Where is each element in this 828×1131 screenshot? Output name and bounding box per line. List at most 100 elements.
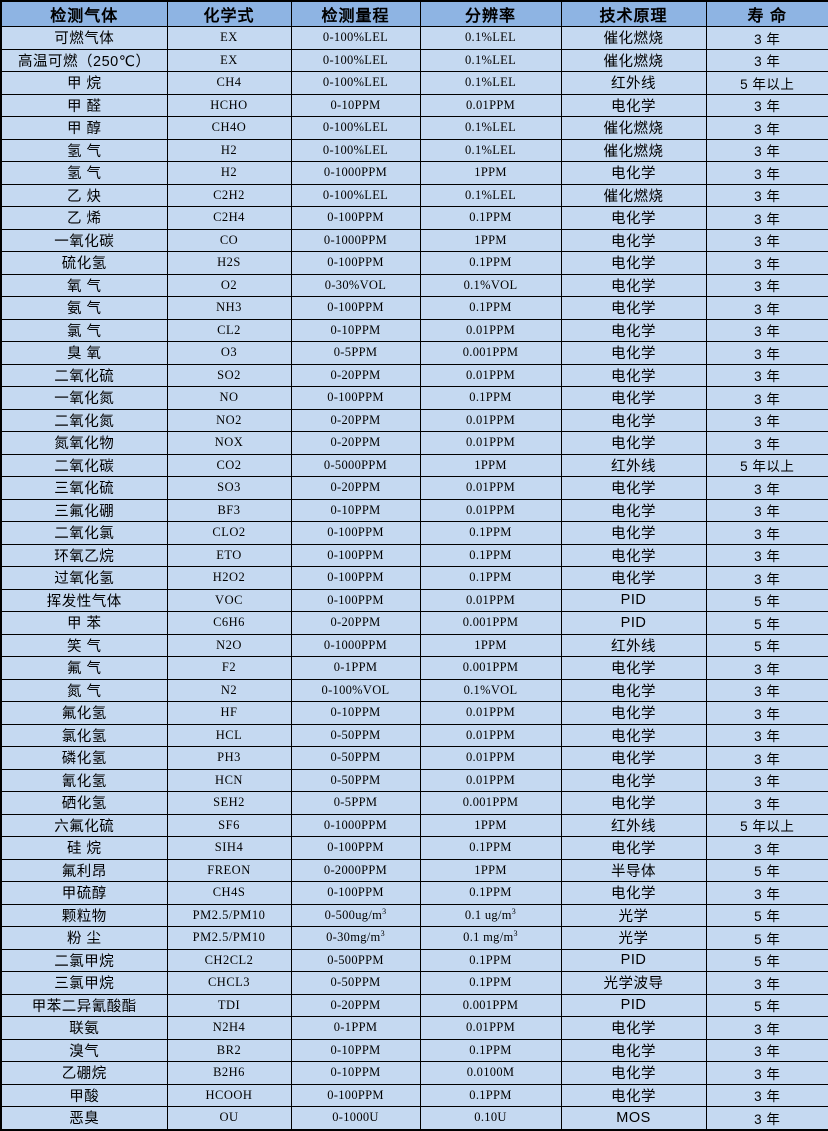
cell-range: 0-10PPM <box>290 1061 421 1085</box>
cell-resolution: 0.1%LEL <box>419 48 562 72</box>
cell-life: 3 年 <box>705 138 828 162</box>
cell-range: 0-1PPM <box>290 1016 421 1040</box>
cell-resolution: 0.1 mg/m3 <box>419 926 562 950</box>
column-header-life: 寿 命 <box>705 0 828 27</box>
cell-resolution: 0.01PPM <box>419 498 562 522</box>
cell-range: 0-100%LEL <box>290 48 421 72</box>
cell-gas: 甲硫醇 <box>0 881 168 905</box>
cell-range: 0-50PPM <box>290 723 421 747</box>
cell-gas: 颗粒物 <box>0 903 168 927</box>
cell-gas: 磷化氢 <box>0 746 168 770</box>
cell-gas: 六氟化硫 <box>0 813 168 837</box>
cell-range: 0-20PPM <box>290 611 421 635</box>
cell-range: 0-5PPM <box>290 791 421 815</box>
column-header-formula: 化学式 <box>166 0 292 27</box>
cell-principle: 催化燃烧 <box>560 26 707 50</box>
cell-life: 3 年 <box>705 93 828 117</box>
cell-formula: BF3 <box>166 498 292 522</box>
cell-formula: N2 <box>166 678 292 702</box>
table-row: 颗粒物 PM2.5/PM10 0-500ug/m3 0.1 ug/m3 光学 5 年 <box>0 903 828 927</box>
table-row: 三氯甲烷 CHCL3 0-50PPM 0.1PPM 光学波导 3 年 <box>0 971 828 995</box>
cell-gas: 二氧化氮 <box>0 408 168 432</box>
cell-gas: 甲 醛 <box>0 93 168 117</box>
cell-range: 0-20PPM <box>290 993 421 1017</box>
cell-life: 3 年 <box>705 228 828 252</box>
cell-resolution: 0.1PPM <box>419 948 562 972</box>
cell-life: 3 年 <box>705 521 828 545</box>
table-row: 氯化氢 HCL 0-50PPM 0.01PPM 电化学 3 年 <box>0 723 828 747</box>
cell-resolution: 1PPM <box>419 858 562 882</box>
cell-formula: F2 <box>166 656 292 680</box>
cell-gas: 二氧化氯 <box>0 521 168 545</box>
table-row: 二氧化碳 CO2 0-5000PPM 1PPM 红外线 5 年以上 <box>0 453 828 477</box>
cell-life: 5 年以上 <box>705 453 828 477</box>
cell-principle: 电化学 <box>560 1083 707 1107</box>
cell-range: 0-100%LEL <box>290 138 421 162</box>
superscript: 3 <box>382 906 387 916</box>
table-row: 磷化氢 PH3 0-50PPM 0.01PPM 电化学 3 年 <box>0 746 828 770</box>
cell-resolution: 0.01PPM <box>419 408 562 432</box>
cell-gas: 三氧化硫 <box>0 476 168 500</box>
column-header-principle: 技术原理 <box>560 0 707 27</box>
cell-life: 3 年 <box>705 116 828 140</box>
cell-gas: 氰化氢 <box>0 768 168 792</box>
cell-resolution: 0.1PPM <box>419 836 562 860</box>
cell-formula: SIH4 <box>166 836 292 860</box>
cell-life: 3 年 <box>705 1016 828 1040</box>
cell-resolution: 1PPM <box>419 161 562 185</box>
column-header-range: 检测量程 <box>290 0 421 27</box>
table-row: 氮 气 N2 0-100%VOL 0.1%VOL 电化学 3 年 <box>0 678 828 702</box>
cell-formula: O3 <box>166 341 292 365</box>
cell-life: 3 年 <box>705 183 828 207</box>
cell-resolution: 0.01PPM <box>419 318 562 342</box>
cell-principle: 催化燃烧 <box>560 116 707 140</box>
column-header-resolution: 分辨率 <box>419 0 562 27</box>
cell-resolution: 0.1PPM <box>419 881 562 905</box>
cell-resolution: 0.1%VOL <box>419 678 562 702</box>
table-row: 乙 炔 C2H2 0-100%LEL 0.1%LEL 催化燃烧 3 年 <box>0 183 828 207</box>
table-row: 二氧化氯 CLO2 0-100PPM 0.1PPM 电化学 3 年 <box>0 521 828 545</box>
cell-principle: 红外线 <box>560 633 707 657</box>
table-row: 一氧化碳 CO 0-1000PPM 1PPM 电化学 3 年 <box>0 228 828 252</box>
cell-gas: 甲苯二异氰酸酯 <box>0 993 168 1017</box>
cell-gas: 甲酸 <box>0 1083 168 1107</box>
cell-formula: CH2CL2 <box>166 948 292 972</box>
cell-resolution: 0.01PPM <box>419 746 562 770</box>
cell-gas: 臭 氧 <box>0 341 168 365</box>
cell-formula: FREON <box>166 858 292 882</box>
cell-formula: SEH2 <box>166 791 292 815</box>
table-row: 可燃气体 EX 0-100%LEL 0.1%LEL 催化燃烧 3 年 <box>0 26 828 50</box>
cell-resolution: 0.001PPM <box>419 611 562 635</box>
cell-formula: BR2 <box>166 1038 292 1062</box>
cell-resolution: 0.1PPM <box>419 296 562 320</box>
table-row: 甲硫醇 CH4S 0-100PPM 0.1PPM 电化学 3 年 <box>0 881 828 905</box>
cell-gas: 笑 气 <box>0 633 168 657</box>
cell-resolution: 0.1PPM <box>419 1083 562 1107</box>
cell-life: 3 年 <box>705 48 828 72</box>
cell-range: 0-50PPM <box>290 971 421 995</box>
cell-formula: N2H4 <box>166 1016 292 1040</box>
cell-life: 3 年 <box>705 273 828 297</box>
cell-range: 0-100%LEL <box>290 116 421 140</box>
cell-resolution: 0.1PPM <box>419 251 562 275</box>
cell-principle: 电化学 <box>560 791 707 815</box>
cell-resolution: 0.1PPM <box>419 206 562 230</box>
table-row: 甲酸 HCOOH 0-100PPM 0.1PPM 电化学 3 年 <box>0 1083 828 1107</box>
cell-life: 3 年 <box>705 251 828 275</box>
cell-gas: 可燃气体 <box>0 26 168 50</box>
cell-resolution: 1PPM <box>419 633 562 657</box>
cell-principle: MOS <box>560 1106 707 1130</box>
cell-gas: 甲 烷 <box>0 71 168 95</box>
cell-principle: 电化学 <box>560 318 707 342</box>
superscript: 3 <box>513 929 518 939</box>
cell-formula: H2 <box>166 161 292 185</box>
cell-resolution: 0.1PPM <box>419 386 562 410</box>
cell-principle: 电化学 <box>560 656 707 680</box>
cell-range: 0-1000PPM <box>290 228 421 252</box>
cell-range: 0-20PPM <box>290 476 421 500</box>
cell-formula: N2O <box>166 633 292 657</box>
column-header-gas: 检测气体 <box>0 0 168 27</box>
cell-principle: 电化学 <box>560 566 707 590</box>
cell-formula: SF6 <box>166 813 292 837</box>
cell-resolution: 0.1 ug/m3 <box>419 903 562 927</box>
